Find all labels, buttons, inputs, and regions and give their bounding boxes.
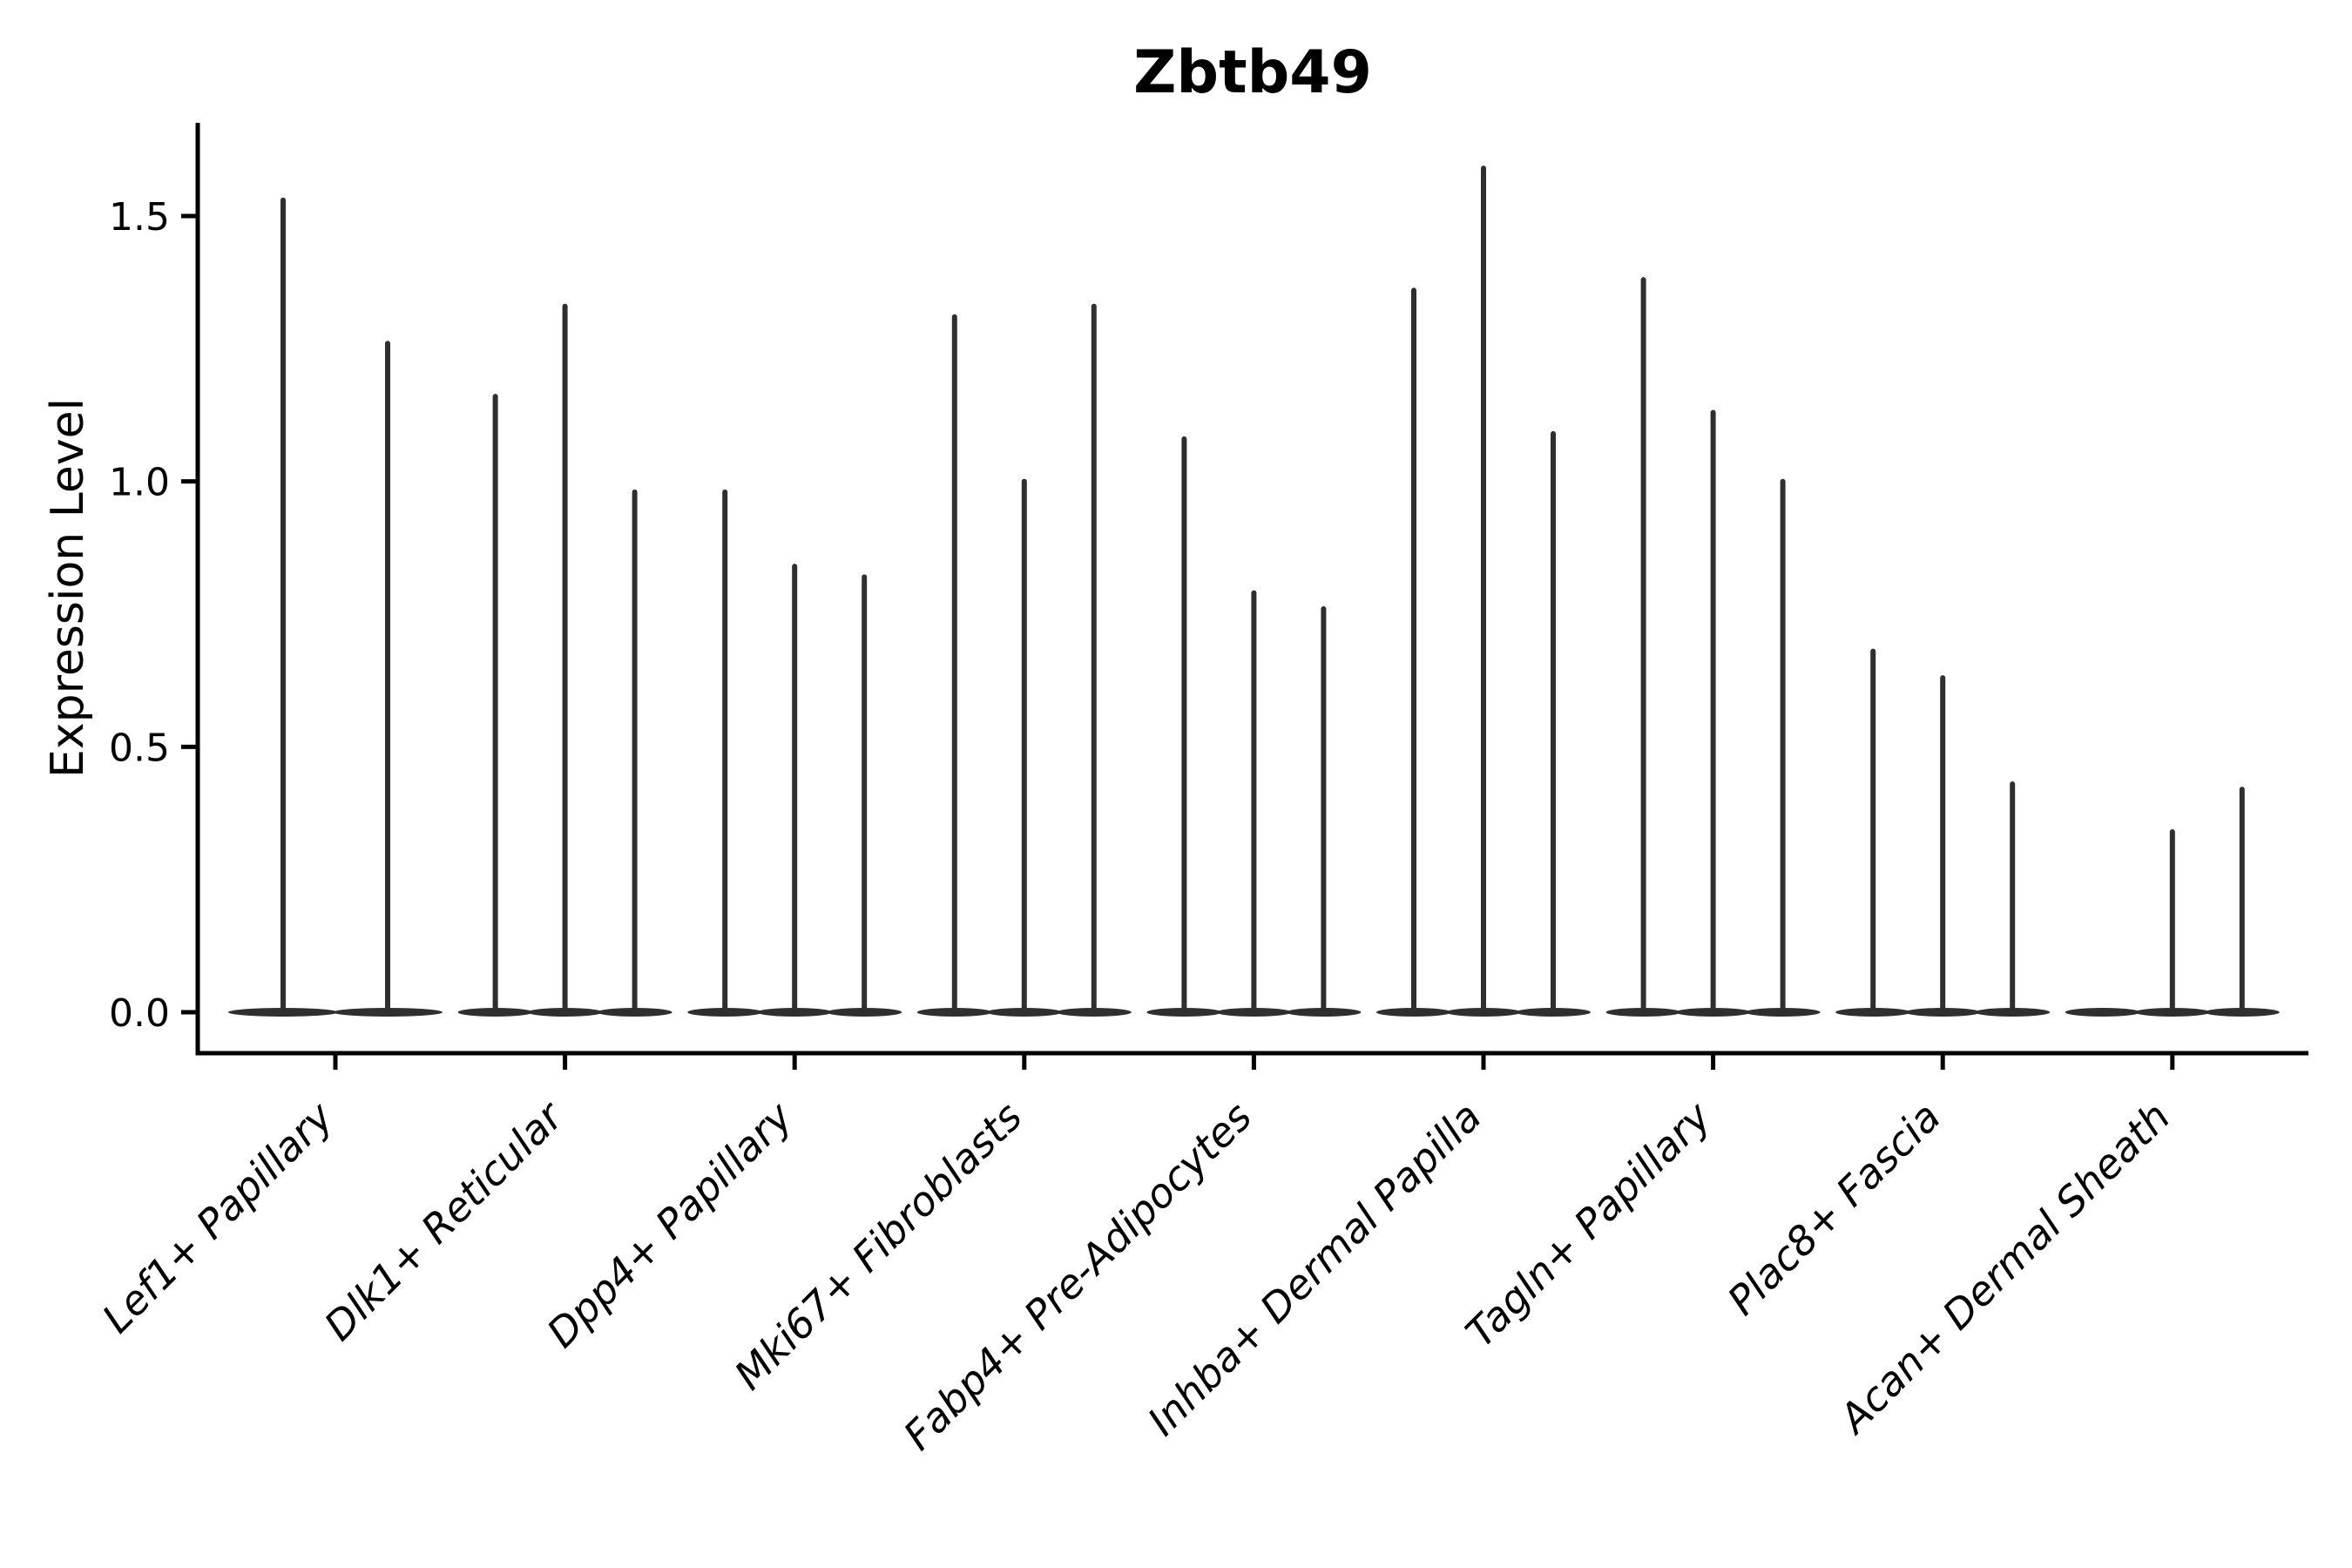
violin-group bbox=[2065, 787, 2280, 1017]
y-tick-label: 1.5 bbox=[109, 195, 170, 240]
violin-group bbox=[1376, 166, 1591, 1017]
x-tick-label: Dpp4+ Papillary bbox=[537, 1092, 801, 1356]
violin-group bbox=[228, 197, 443, 1017]
y-tick-label: 0.5 bbox=[109, 726, 170, 770]
x-tick-label: Plac8+ Fascia bbox=[1719, 1093, 1950, 1324]
y-tick-label: 0.0 bbox=[109, 991, 170, 1036]
violin-group bbox=[457, 303, 672, 1017]
y-tick-label: 1.0 bbox=[109, 461, 170, 505]
x-tick-label: Tagln+ Papillary bbox=[1456, 1092, 1720, 1356]
violin-base bbox=[2065, 1008, 2140, 1017]
plot-title: Zbtb49 bbox=[1133, 38, 1372, 107]
violin-group bbox=[916, 303, 1132, 1017]
y-axis-label: Expression Level bbox=[42, 398, 94, 778]
violin-group bbox=[1835, 648, 2051, 1017]
y-axis-ticks: 0.0 0.5 1.0 1.5 bbox=[109, 195, 198, 1036]
x-tick-label: Lef1+ Papillary bbox=[93, 1092, 342, 1342]
violin-group bbox=[1146, 436, 1362, 1017]
violins-layer bbox=[228, 166, 2280, 1017]
x-tick-label: Dlk1+ Reticular bbox=[315, 1091, 574, 1349]
violin-group bbox=[687, 489, 902, 1017]
violin-group bbox=[1605, 277, 1821, 1017]
